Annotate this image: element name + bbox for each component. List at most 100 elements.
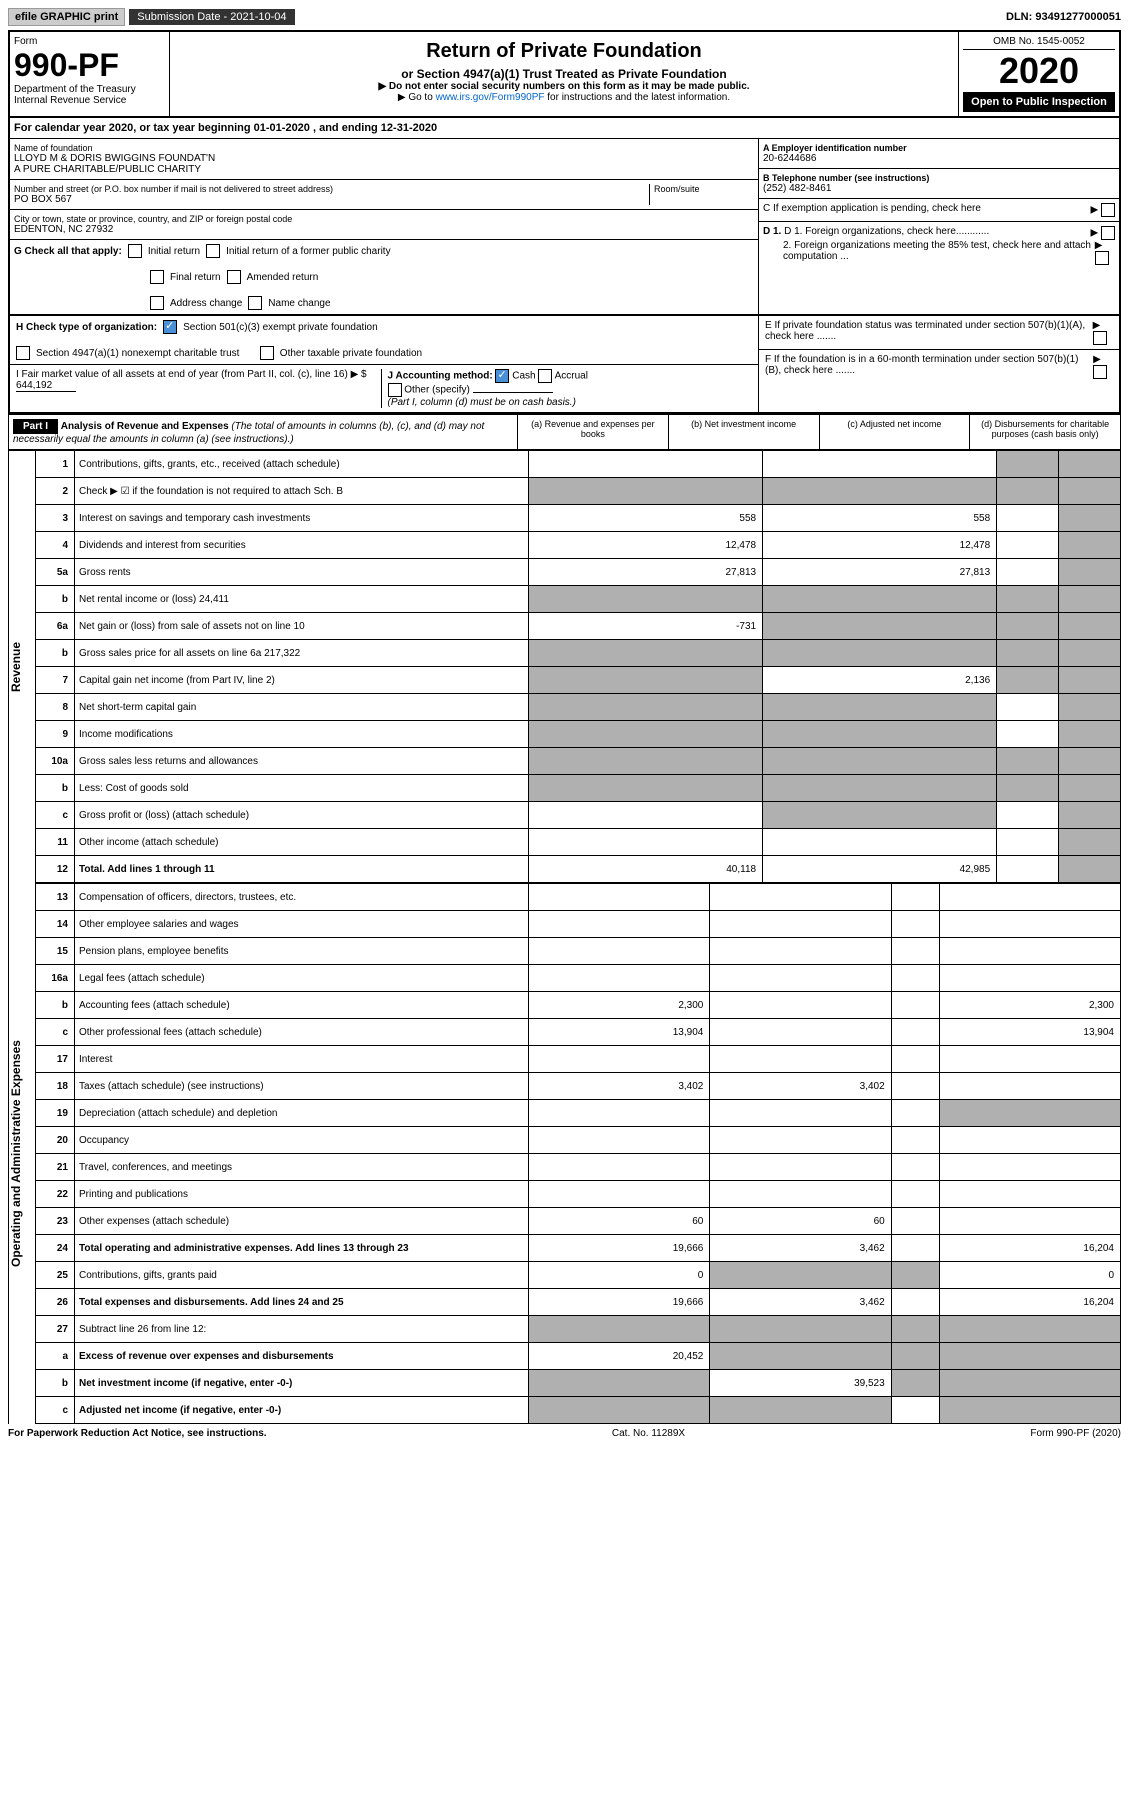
fmv-value: 644,192: [16, 380, 76, 392]
col-d: (d) Disbursements for charitable purpose…: [969, 415, 1120, 449]
form-label: Form: [14, 36, 165, 47]
entity-info: Name of foundation LLOYD M & DORIS BWIGG…: [8, 138, 1121, 316]
cb-501c3[interactable]: [163, 320, 177, 334]
cb-other-tax[interactable]: [260, 346, 274, 360]
i-section: I Fair market value of all assets at end…: [16, 369, 381, 408]
cb-name-change[interactable]: [248, 296, 262, 310]
telephone: (252) 482-8461: [763, 183, 1115, 194]
col-a: (a) Revenue and expenses per books: [517, 415, 668, 449]
foundation-name-1: LLOYD M & DORIS BWIGGINS FOUNDAT'N: [14, 153, 754, 164]
h-section: H Check type of organization: Section 50…: [10, 316, 759, 365]
cb-e[interactable]: [1093, 331, 1107, 345]
table-row: 9Income modifications: [36, 721, 1121, 748]
city-label: City or town, state or province, country…: [14, 214, 754, 224]
calendar-year: For calendar year 2020, or tax year begi…: [8, 118, 1121, 138]
table-row: 3Interest on savings and temporary cash …: [36, 505, 1121, 532]
table-row: bNet rental income or (loss) 24,411: [36, 586, 1121, 613]
table-row: bGross sales price for all assets on lin…: [36, 640, 1121, 667]
table-row: 4Dividends and interest from securities1…: [36, 532, 1121, 559]
foundation-name-2: A PURE CHARITABLE/PUBLIC CHARITY: [14, 164, 754, 175]
efile-button[interactable]: efile GRAPHIC print: [8, 8, 125, 26]
table-row: 18Taxes (attach schedule) (see instructi…: [36, 1073, 1121, 1100]
irs-link[interactable]: www.irs.gov/Form990PF: [436, 92, 545, 103]
form-number: 990-PF: [14, 47, 165, 84]
table-row: cAdjusted net income (if negative, enter…: [36, 1397, 1121, 1424]
table-row: 15Pension plans, employee benefits: [36, 938, 1121, 965]
table-row: 1Contributions, gifts, grants, etc., rec…: [36, 451, 1121, 478]
dln: DLN: 93491277000051: [1006, 11, 1121, 23]
e-label: E If private foundation status was termi…: [765, 320, 1093, 345]
table-row: 12Total. Add lines 1 through 1140,11842,…: [36, 856, 1121, 883]
part1-label: Part I: [13, 419, 58, 434]
table-row: cOther professional fees (attach schedul…: [36, 1019, 1121, 1046]
name-label: Name of foundation: [14, 143, 754, 153]
cb-f[interactable]: [1093, 365, 1107, 379]
table-row: 2Check ▶ ☑ if the foundation is not requ…: [36, 478, 1121, 505]
table-row: 7Capital gain net income (from Part IV, …: [36, 667, 1121, 694]
table-row: 16aLegal fees (attach schedule): [36, 965, 1121, 992]
cb-d1[interactable]: [1101, 226, 1115, 240]
open-inspection: Open to Public Inspection: [963, 92, 1115, 112]
f-label: F If the foundation is in a 60-month ter…: [765, 354, 1093, 379]
cb-amended[interactable]: [227, 270, 241, 284]
table-row: 6aNet gain or (loss) from sale of assets…: [36, 613, 1121, 640]
table-row: bAccounting fees (attach schedule)2,3002…: [36, 992, 1121, 1019]
table-row: 25Contributions, gifts, grants paid00: [36, 1262, 1121, 1289]
table-row: cGross profit or (loss) (attach schedule…: [36, 802, 1121, 829]
expenses-table: 13Compensation of officers, directors, t…: [35, 883, 1121, 1424]
cb-d2[interactable]: [1095, 251, 1109, 265]
table-row: 17Interest: [36, 1046, 1121, 1073]
hief-section: H Check type of organization: Section 50…: [8, 316, 1121, 414]
d2-label: 2. Foreign organizations meeting the 85%…: [763, 240, 1095, 265]
footer: For Paperwork Reduction Act Notice, see …: [8, 1424, 1121, 1443]
table-row: 5aGross rents27,81327,813: [36, 559, 1121, 586]
table-row: 8Net short-term capital gain: [36, 694, 1121, 721]
cb-4947[interactable]: [16, 346, 30, 360]
table-row: 13Compensation of officers, directors, t…: [36, 884, 1121, 911]
table-row: aExcess of revenue over expenses and dis…: [36, 1343, 1121, 1370]
address: PO BOX 567: [14, 194, 649, 205]
cb-accrual[interactable]: [538, 369, 552, 383]
table-row: 19Depreciation (attach schedule) and dep…: [36, 1100, 1121, 1127]
form-header: Form 990-PF Department of the Treasury I…: [8, 30, 1121, 118]
part1-header: Part I Analysis of Revenue and Expenses …: [8, 414, 1121, 450]
cat-no: Cat. No. 11289X: [612, 1428, 685, 1439]
c-label: C If exemption application is pending, c…: [763, 203, 981, 217]
col-c: (c) Adjusted net income: [819, 415, 970, 449]
omb-number: OMB No. 1545-0052: [963, 36, 1115, 50]
table-row: 21Travel, conferences, and meetings: [36, 1154, 1121, 1181]
table-row: 11Other income (attach schedule): [36, 829, 1121, 856]
table-row: 20Occupancy: [36, 1127, 1121, 1154]
part1-title: Analysis of Revenue and Expenses: [61, 421, 229, 432]
instr-link: ▶ Go to www.irs.gov/Form990PF for instru…: [174, 92, 954, 103]
form-title: Return of Private Foundation: [174, 40, 954, 63]
col-b: (b) Net investment income: [668, 415, 819, 449]
pra-notice: For Paperwork Reduction Act Notice, see …: [8, 1428, 267, 1439]
cb-cash[interactable]: [495, 369, 509, 383]
room-label: Room/suite: [654, 184, 754, 194]
table-row: 22Printing and publications: [36, 1181, 1121, 1208]
dept: Department of the Treasury: [14, 84, 165, 95]
revenue-label: Revenue: [9, 450, 35, 883]
cb-initial[interactable]: [128, 244, 142, 258]
j-section: J Accounting method: Cash Accrual Other …: [381, 369, 753, 408]
part1-body: Revenue 1Contributions, gifts, grants, e…: [8, 450, 1121, 1424]
cb-other-method[interactable]: [388, 383, 402, 397]
cb-addr-change[interactable]: [150, 296, 164, 310]
cb-initial-former[interactable]: [206, 244, 220, 258]
submission-date: Submission Date - 2021-10-04: [129, 9, 294, 25]
table-row: 23Other expenses (attach schedule)6060: [36, 1208, 1121, 1235]
table-row: bNet investment income (if negative, ent…: [36, 1370, 1121, 1397]
g-section: G Check all that apply: Initial return I…: [10, 240, 759, 314]
table-row: 27Subtract line 26 from line 12:: [36, 1316, 1121, 1343]
form-subtitle: or Section 4947(a)(1) Trust Treated as P…: [174, 67, 954, 81]
cb-c[interactable]: [1101, 203, 1115, 217]
tax-year: 2020: [963, 50, 1115, 92]
d1-label: D 1. D 1. Foreign organizations, check h…: [763, 226, 989, 240]
ein: 20-6244686: [763, 153, 1115, 164]
table-row: 26Total expenses and disbursements. Add …: [36, 1289, 1121, 1316]
cb-final[interactable]: [150, 270, 164, 284]
tel-label: B Telephone number (see instructions): [763, 173, 1115, 183]
table-row: 24Total operating and administrative exp…: [36, 1235, 1121, 1262]
addr-label: Number and street (or P.O. box number if…: [14, 184, 649, 194]
